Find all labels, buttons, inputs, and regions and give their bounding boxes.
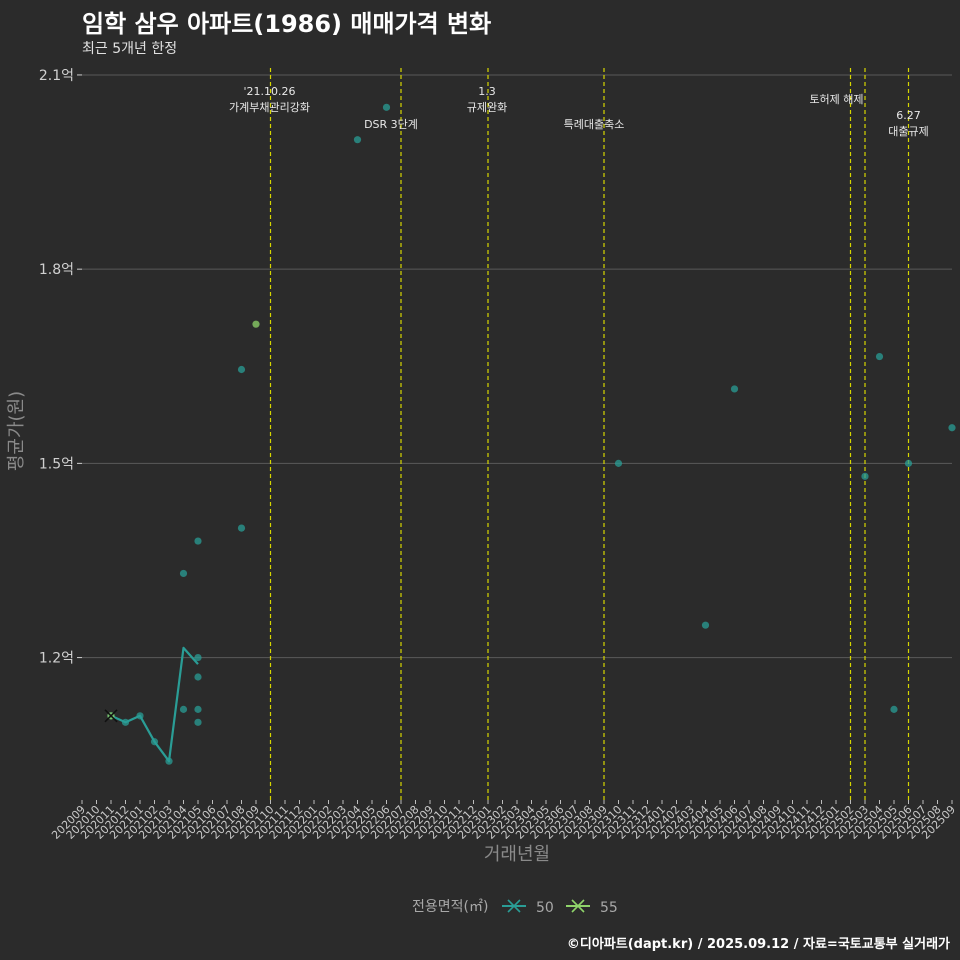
data-point-50	[730, 385, 739, 393]
legend-label-55: 55	[600, 900, 618, 916]
y-tick-label: 2.1억	[39, 68, 74, 84]
y-axis-label: 평균가(원)	[6, 391, 27, 471]
event-label: 가계부채관리강화	[229, 101, 310, 114]
x-axis-label: 거래년월	[484, 844, 550, 865]
source-caption: ©디아파트(dapt.kr) / 2025.09.12 / 자료=국토교통부 실…	[566, 937, 950, 952]
event-label: 대출규제	[888, 125, 928, 138]
data-point-50	[179, 705, 188, 713]
event-label: 6.27	[896, 109, 921, 122]
data-point-50	[890, 705, 898, 713]
data-point-50	[194, 718, 202, 726]
data-point-50	[194, 705, 202, 713]
chart-title: 임학 삼우 아파트(1986) 매매가격 변화	[82, 10, 492, 38]
legend-key-cross-50	[507, 899, 521, 913]
event-label: 특례대출축소	[564, 118, 625, 131]
policy-event-lines	[269, 68, 910, 800]
event-label: 1.3	[478, 85, 496, 98]
y-axis-ticks: 1.2억 1.5억 1.8억 2.1억	[39, 68, 82, 667]
data-point-50	[875, 352, 884, 361]
data-point-50	[179, 569, 188, 578]
y-tick-label: 1.2억	[39, 651, 74, 667]
data-point-50	[382, 103, 391, 111]
data-point-50	[861, 472, 869, 480]
data-point-50	[904, 459, 913, 467]
data-point-50	[701, 621, 710, 629]
legend-title: 전용면적(㎡)	[412, 899, 488, 915]
legend-label-50: 50	[536, 900, 554, 916]
data-point-50	[194, 653, 202, 662]
y-tick-label: 1.8억	[39, 262, 74, 278]
data-point-50	[136, 712, 144, 720]
gridlines	[82, 74, 952, 659]
data-point-50	[194, 673, 202, 681]
data-point-50	[353, 136, 362, 144]
data-point-50	[237, 365, 246, 374]
overlap-cross-marker	[104, 709, 118, 723]
series-marks	[104, 103, 956, 765]
event-label: '21.10.26	[243, 85, 295, 98]
y-tick-label: 1.5억	[39, 456, 74, 472]
event-label: 토허제 해제	[809, 92, 863, 106]
data-point-50	[165, 757, 173, 765]
event-label: 규제완화	[467, 101, 507, 114]
data-point-50	[237, 524, 246, 532]
legend-key-cross-55	[571, 899, 585, 913]
data-point-50	[614, 459, 623, 467]
data-point-50	[150, 738, 159, 746]
data-point-50	[948, 424, 956, 432]
legend: 전용면적(㎡) 50 55	[412, 899, 618, 916]
data-point-50	[194, 537, 202, 545]
x-axis-ticks: 2020092020102020112020122021012021022021…	[49, 800, 958, 842]
chart-subtitle: 최근 5개년 한정	[82, 41, 178, 57]
event-label: DSR 3단계	[364, 118, 418, 131]
data-point-55	[252, 320, 260, 328]
data-point-50	[121, 718, 130, 726]
